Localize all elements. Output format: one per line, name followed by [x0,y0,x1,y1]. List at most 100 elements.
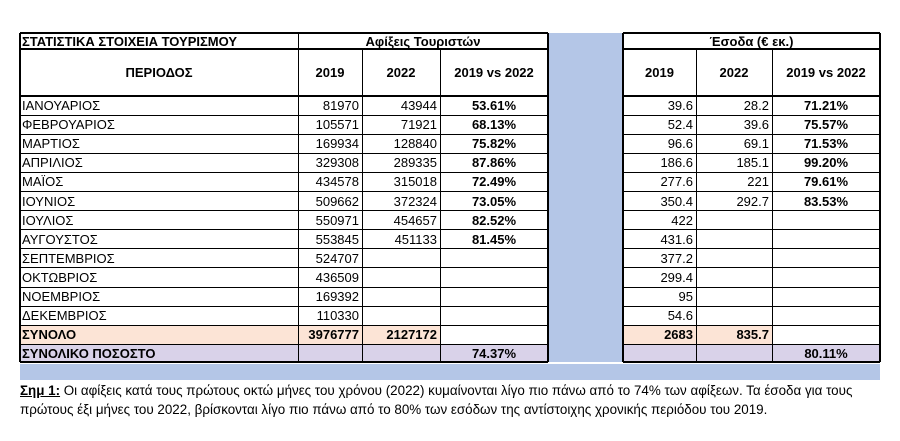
table-right-border [879,33,881,362]
arrivals-2019-cell: 169934 [315,136,359,152]
total-arrivals-2019: 3976777 [308,327,359,343]
arrivals-2019-cell: 169392 [315,289,359,305]
arrivals-pct-cell: 81.45% [471,231,517,247]
grid-line [20,152,548,154]
arrivals-pct-cell [440,268,548,287]
revenue-2022-cell [696,306,772,325]
revenue-group-header: Έσοδα (€ εκ.) [709,33,794,49]
separator-column [548,33,623,362]
revenue-2022-cell [696,268,772,287]
arrivals-2019-header: 2019 [315,65,345,80]
revenue-pct-cell [772,230,880,249]
total-revenue-2019: 2683 [664,327,693,343]
grid-line [297,49,299,362]
arrivals-2022-header: 2022 [386,65,416,80]
grid-line [20,210,548,212]
revenue-2019-cell: 422 [671,212,693,228]
total-row-fill [20,325,440,345]
revenue-pct-cell: 83.53% [803,193,849,209]
arrivals-2022-cell: 128840 [393,136,437,152]
revenue-pct-cell [772,249,880,268]
arrivals-pct-cell: 72.49% [471,174,517,190]
grid-line [20,114,548,116]
arrivals-2019-cell: 436509 [315,269,359,285]
revenue-2022-cell: 185.1 [736,155,769,171]
table-bottom-border [623,361,880,363]
grid-line [623,343,880,345]
month-label: ΑΠΡΙΛΙΟΣ [22,155,83,171]
arrivals-pct-header: 2019 vs 2022 [454,65,534,80]
grid-line [361,49,363,362]
table-top-border [623,32,880,34]
arrivals-2022-cell: 289335 [393,155,437,171]
overall-arrivals-pct: 74.37% [471,345,517,361]
revenue-pct-cell [772,211,880,230]
grid-line [623,210,880,212]
month-label: ΙΑΝΟΥΑΡΙΟΣ [22,98,101,114]
revenue-pct-cell [772,268,880,287]
sheet-title: ΣΤΑΤΙΣΤΙΚΑ ΣΤΟΙΧΕΙΑ ΤΟΥΡΙΣΜΟΥ [22,33,238,49]
revenue-pct-cell [772,287,880,306]
arrivals-2022-cell: 454657 [393,212,437,228]
month-label: ΙΟΥΛΙΟΣ [22,212,74,228]
arrivals-group-header: Αφίξεις Τουριστών [365,33,481,49]
table-left-border [19,33,21,362]
arrivals-2022-cell: 372324 [393,193,437,209]
revenue-2019-cell: 277.6 [660,174,693,190]
revenue-2022-cell [696,287,772,306]
arrivals-2022-cell: 451133 [394,231,437,247]
arrivals-pct-cell [440,249,548,268]
arrivals-2022-cell: 315018 [393,174,437,190]
grid-line [623,114,880,116]
grid-line [695,49,697,362]
grid-line [623,248,880,250]
arrivals-2022-cell: 43944 [400,98,437,114]
arrivals-2022-cell [362,306,440,325]
arrivals-2019-cell: 553845 [315,231,359,247]
grid-line [20,267,548,269]
revenue-2019-cell: 350.4 [660,193,693,209]
revenue-2019-cell: 39.6 [667,98,693,114]
month-label: ΑΥΓΟΥΣΤΟΣ [22,231,98,247]
revenue-2019-cell: 377.2 [660,250,693,266]
grid-line [20,305,548,307]
arrivals-2019-cell: 81970 [322,98,359,114]
grid-line [20,324,548,326]
month-label: ΜΑΪΟΣ [22,174,64,190]
arrivals-pct-cell: 87.86% [471,155,517,171]
month-label: ΝΟΕΜΒΡΙΟΣ [22,289,101,305]
revenue-pct-cell: 71.21% [803,98,849,114]
percentage-row-fill [20,344,548,362]
revenue-pct-cell: 75.57% [803,117,849,133]
revenue-pct-cell: 99.20% [803,155,849,171]
grid-line [20,133,548,135]
bottom-band [20,364,880,380]
arrivals-2022-cell: 71921 [400,117,437,133]
grid-line [20,286,548,288]
grid-line [623,133,880,135]
revenue-2019-cell: 52.4 [667,117,693,133]
month-label: ΦΕΒΡΟΥΑΡΙΟΣ [22,117,115,133]
revenue-pct-header: 2019 vs 2022 [786,65,866,80]
revenue-2019-cell: 186.6 [660,155,693,171]
overall-pct-label: ΣΥΝΟΛΙΚΟ ΠΟΣΟΣΤΟ [22,345,156,361]
month-label: ΣΕΠΤΕΜΒΡΙΟΣ [22,250,115,266]
revenue-pct-cell: 79.61% [803,174,849,190]
month-label: ΜΑΡΤΙΟΣ [22,136,80,152]
footnote: Σημ 1: Οι αφίξεις κατά τους πρώτους οκτώ… [20,382,890,419]
arrivals-2019-cell: 509662 [315,193,359,209]
table-bottom-border [20,361,548,363]
grid-line [547,33,549,362]
grid-line [623,95,880,97]
revenue-pct-cell [772,306,880,325]
month-label: ΔΕΚΕΜΒΡΙΟΣ [22,308,107,324]
total-revenue-2022: 835.7 [736,327,769,343]
grid-line [20,95,548,97]
revenue-2022-header: 2022 [719,65,749,80]
revenue-pct-cell: 71.53% [803,136,849,152]
grid-line [20,48,548,50]
revenue-2022-cell: 69.1 [743,136,769,152]
total-label: ΣΥΝΟΛΟ [22,327,77,343]
footnote-text: Οι αφίξεις κατά τους πρώτους οκτώ μήνες … [20,383,853,417]
revenue-2019-cell: 431.6 [660,231,693,247]
